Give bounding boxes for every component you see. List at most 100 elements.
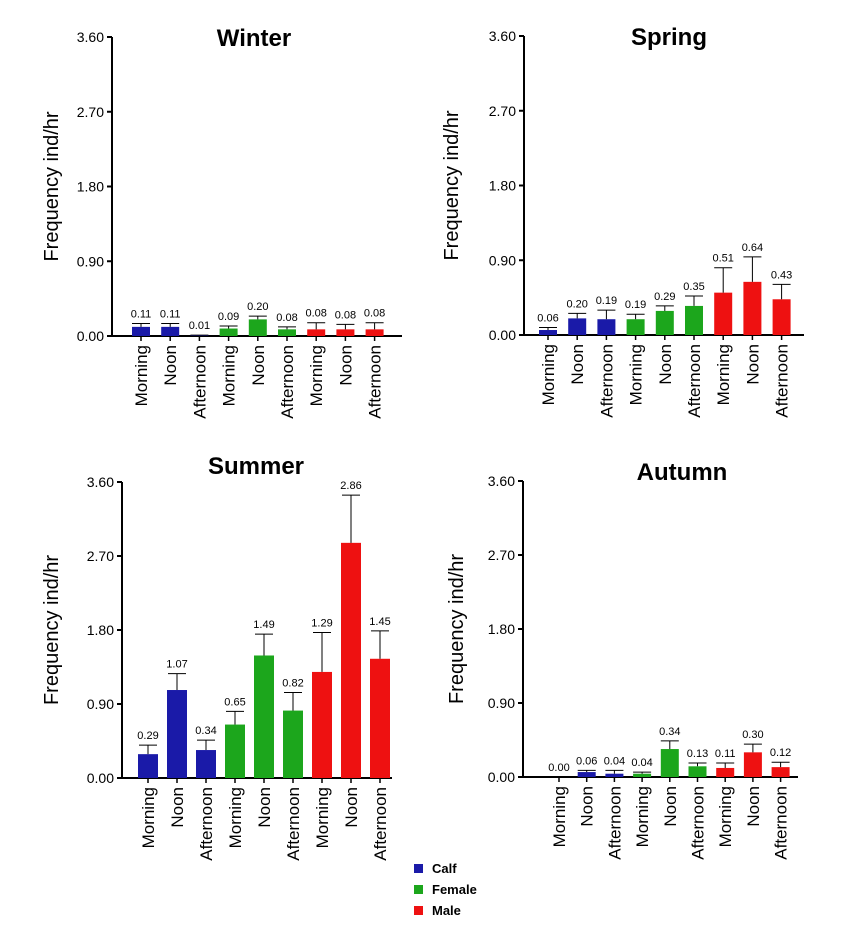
legend-item-male: Male xyxy=(414,900,477,921)
legend-label-female: Female xyxy=(432,882,477,897)
x-tick-label: Noon xyxy=(336,345,355,386)
data-label: 0.51 xyxy=(712,253,733,265)
x-tick-label: Morning xyxy=(139,787,158,848)
y-tick-label: 3.60 xyxy=(489,28,516,44)
x-tick-label: Afternoon xyxy=(772,786,791,860)
bar-male-noon xyxy=(743,752,762,777)
data-label: 0.09 xyxy=(218,311,239,323)
bar-female-afternoon xyxy=(688,766,707,777)
legend-swatch-calf xyxy=(414,864,423,873)
data-label: 0.08 xyxy=(276,312,297,324)
data-label: 0.11 xyxy=(160,309,181,321)
bar-calf-morning xyxy=(138,754,158,778)
x-tick-label: Afternoon xyxy=(773,344,792,418)
x-tick-label: Morning xyxy=(714,344,733,405)
data-label: 0.35 xyxy=(683,281,704,293)
data-label: 0.19 xyxy=(625,299,646,311)
y-tick-label: 0.90 xyxy=(77,253,104,269)
bar-calf-morning xyxy=(539,330,557,335)
bar-calf-afternoon xyxy=(605,773,624,777)
data-label: 1.07 xyxy=(166,659,187,671)
bar-calf-noon xyxy=(161,326,180,336)
data-label: 0.13 xyxy=(687,748,708,760)
y-tick-label: 0.00 xyxy=(77,328,104,344)
y-tick-label: 0.90 xyxy=(489,252,516,268)
bar-calf-noon xyxy=(167,690,187,778)
data-label: 0.11 xyxy=(715,748,736,760)
x-tick-label: Morning xyxy=(627,344,646,405)
data-label: 0.20 xyxy=(247,301,268,313)
y-tick-label: 2.70 xyxy=(489,103,516,119)
legend-swatch-male xyxy=(414,906,423,915)
chart-autumn: Autumn Frequency ind/hr 0.00 0.90 1.80 2.70 3.… xyxy=(446,459,798,860)
data-label: 0.12 xyxy=(770,747,791,759)
bar-female-noon xyxy=(254,655,274,778)
data-label: 0.04 xyxy=(631,757,652,769)
data-label: 0.04 xyxy=(604,755,625,767)
bar-male-afternoon xyxy=(365,329,384,336)
x-tick-label: Noon xyxy=(342,787,361,828)
x-tick-label: Noon xyxy=(168,787,187,828)
data-label: 2.86 xyxy=(340,480,361,492)
x-tick-label: Afternoon xyxy=(371,787,390,861)
data-label: 0.64 xyxy=(742,242,763,254)
data-label: 0.08 xyxy=(364,308,385,320)
data-label: 0.11 xyxy=(131,309,152,321)
x-tick-label: Morning xyxy=(633,786,652,847)
x-tick-label: Morning xyxy=(220,345,239,406)
x-tick-label: Noon xyxy=(568,344,587,385)
bar-female-afternoon xyxy=(278,329,296,336)
y-tick-label: 3.60 xyxy=(87,474,114,490)
x-tick-label: Noon xyxy=(255,787,274,828)
x-tick-label: Morning xyxy=(716,786,735,847)
chart-spring: Spring Frequency ind/hr 0.00 0.90 1.80 2.70 3.… xyxy=(441,24,804,418)
bar-female-afternoon xyxy=(685,305,703,335)
bar-female-morning xyxy=(219,328,238,336)
bar-male-morning xyxy=(716,767,735,777)
data-label: 0.06 xyxy=(576,755,597,767)
bar-male-noon xyxy=(743,281,762,335)
y-tick-label: 2.70 xyxy=(488,547,515,563)
data-label: 0.06 xyxy=(537,313,558,325)
data-label: 0.00 xyxy=(548,762,569,774)
chart-winter: Winter Frequency ind/hr 0.00 0.90 1.80 2.70 3.… xyxy=(41,25,402,419)
x-tick-label: Afternoon xyxy=(685,344,704,418)
bar-calf-noon xyxy=(577,772,596,777)
data-label: 1.29 xyxy=(311,617,332,629)
bar-male-morning xyxy=(714,292,733,335)
bar-calf-afternoon xyxy=(597,319,616,335)
x-tick-label: Noon xyxy=(656,344,675,385)
y-tick-label: 3.60 xyxy=(488,473,515,489)
legend-swatch-female xyxy=(414,885,423,894)
bar-calf-noon xyxy=(568,318,587,335)
data-label: 0.65 xyxy=(224,696,245,708)
y-axis-label: Frequency ind/hr xyxy=(41,111,63,261)
x-tick-label: Afternoon xyxy=(605,786,624,860)
y-tick-label: 0.90 xyxy=(488,695,515,711)
x-tick-label: Morning xyxy=(307,345,326,406)
data-label: 0.19 xyxy=(596,295,617,307)
y-tick-label: 1.80 xyxy=(488,621,515,637)
bar-female-morning xyxy=(633,773,652,777)
data-label: 0.30 xyxy=(742,729,763,741)
y-tick-label: 2.70 xyxy=(87,548,114,564)
chart-title: Summer xyxy=(208,453,304,480)
data-label: 0.08 xyxy=(305,308,326,320)
x-tick-label: Morning xyxy=(226,787,245,848)
x-tick-label: Noon xyxy=(661,786,680,827)
y-axis-label: Frequency ind/hr xyxy=(446,554,468,704)
data-label: 0.34 xyxy=(195,725,216,737)
x-tick-label: Morning xyxy=(539,344,558,405)
bar-male-noon xyxy=(341,542,361,778)
chart-title: Autumn xyxy=(637,459,728,486)
x-tick-label: Afternoon xyxy=(197,787,216,861)
bar-female-noon xyxy=(655,310,674,335)
x-tick-label: Afternoon xyxy=(597,344,616,418)
x-tick-label: Afternoon xyxy=(366,345,385,419)
bar-female-noon xyxy=(660,749,679,777)
x-tick-label: Morning xyxy=(313,787,332,848)
bar-female-afternoon xyxy=(283,710,303,778)
x-tick-label: Afternoon xyxy=(190,345,209,419)
bar-male-afternoon xyxy=(771,767,790,777)
